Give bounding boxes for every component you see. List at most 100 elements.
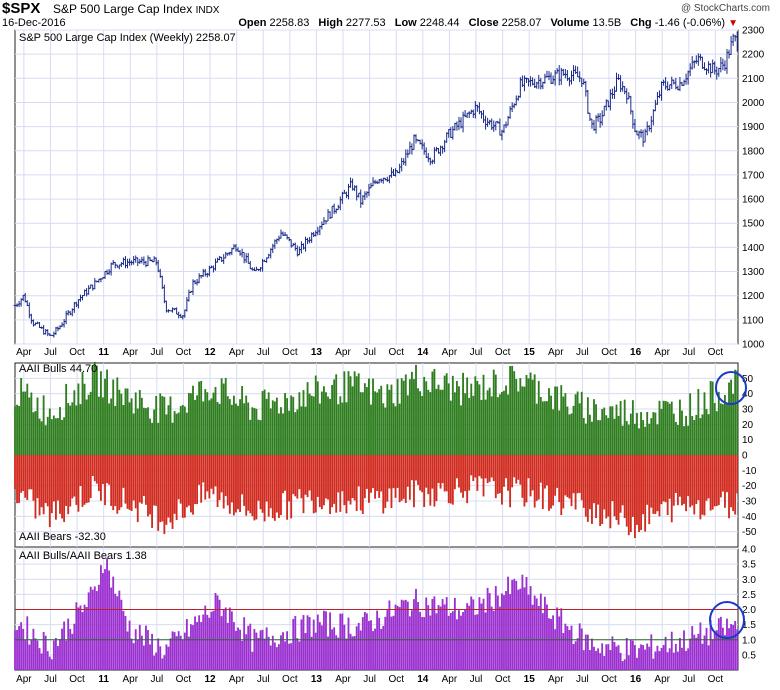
bulls-bar bbox=[294, 412, 297, 455]
bulls-bar bbox=[249, 419, 252, 455]
bears-bar bbox=[347, 455, 350, 501]
ratio-bar bbox=[576, 638, 579, 670]
bulls-bar bbox=[425, 381, 428, 455]
bears-bar bbox=[259, 455, 262, 510]
bears-bar bbox=[730, 455, 732, 508]
ratio-bar bbox=[541, 613, 544, 670]
ratio-bar bbox=[664, 636, 667, 670]
ratio-bar bbox=[106, 558, 108, 670]
ratio-bar bbox=[646, 643, 649, 670]
ratio-bar bbox=[709, 620, 712, 670]
bears-bar bbox=[603, 455, 606, 510]
ratio-bar bbox=[697, 633, 700, 670]
bulls-bar bbox=[312, 396, 315, 455]
bulls-bar bbox=[273, 401, 276, 455]
bears-bar bbox=[460, 455, 462, 493]
ratio-bar bbox=[543, 596, 546, 670]
ratio-bar bbox=[243, 617, 246, 670]
ratio-bar bbox=[91, 589, 94, 670]
ratio-bar bbox=[147, 630, 149, 670]
bears-bar bbox=[611, 455, 614, 502]
bulls-bar bbox=[263, 389, 266, 455]
bears-bar bbox=[138, 455, 141, 503]
bulls-bar bbox=[642, 420, 645, 455]
bears-bar bbox=[179, 455, 182, 504]
bears-bar bbox=[220, 455, 223, 493]
bulls-bar bbox=[339, 396, 342, 455]
bears-bar bbox=[100, 455, 102, 501]
bears-bar bbox=[145, 455, 147, 505]
ratio-bar bbox=[695, 637, 698, 670]
bears-bar bbox=[453, 455, 456, 490]
bulls-bar bbox=[674, 421, 677, 455]
bears-bar bbox=[441, 455, 444, 484]
bears-bar bbox=[721, 455, 724, 492]
x-tick-label: 13 bbox=[311, 674, 323, 685]
bears-bar bbox=[169, 455, 172, 523]
bears-bar bbox=[300, 455, 303, 499]
bears-bar bbox=[664, 455, 667, 503]
bears-bar bbox=[421, 455, 424, 493]
bulls-bar bbox=[396, 378, 399, 455]
bears-bar bbox=[445, 455, 448, 492]
bulls-bar bbox=[71, 402, 74, 455]
bulls-bar bbox=[707, 414, 710, 455]
bulls-bar bbox=[597, 420, 600, 455]
bulls-bar bbox=[136, 408, 139, 455]
bulls-bar bbox=[183, 406, 186, 455]
ratio-bar bbox=[625, 638, 628, 670]
x-tick-label: Apr bbox=[122, 347, 138, 358]
ratio-bar bbox=[187, 636, 190, 670]
ratio-bar bbox=[619, 652, 622, 670]
bears-bar bbox=[726, 455, 728, 493]
bears-bar bbox=[705, 455, 708, 501]
ratio-bar bbox=[396, 605, 399, 670]
bears-bar bbox=[519, 455, 522, 485]
ratio-bar bbox=[676, 651, 679, 670]
bears-bar bbox=[390, 455, 393, 509]
bears-bar bbox=[556, 455, 559, 488]
bears-bar bbox=[161, 455, 164, 522]
bears-bar bbox=[425, 455, 428, 488]
ratio-bar bbox=[341, 613, 344, 670]
ratio-bar bbox=[370, 620, 372, 670]
bears-bar bbox=[22, 455, 25, 492]
ratio-bar bbox=[63, 621, 66, 670]
bulls-bar bbox=[456, 380, 458, 455]
ratio-bar bbox=[20, 622, 23, 670]
bears-bar bbox=[525, 455, 528, 503]
x-tick-label: Jul bbox=[44, 347, 57, 358]
bulls-bar bbox=[394, 406, 397, 455]
bears-bar bbox=[210, 455, 213, 489]
ratio-bar bbox=[54, 638, 57, 670]
ratio-bar bbox=[198, 615, 201, 670]
bulls-bar bbox=[640, 412, 642, 455]
ratio-bar bbox=[488, 593, 491, 670]
bears-bar bbox=[349, 455, 352, 505]
bulls-bar bbox=[554, 386, 557, 455]
bears-bar bbox=[623, 455, 626, 519]
ratio-bar bbox=[306, 615, 309, 670]
ratio-bar bbox=[296, 638, 299, 670]
bulls-bar bbox=[296, 409, 299, 455]
bulls-bar bbox=[519, 378, 522, 455]
bulls-bar bbox=[576, 391, 579, 455]
ratio-y-tick-label: 1.0 bbox=[742, 635, 756, 646]
bears-bar bbox=[239, 455, 241, 512]
sentiment-panel: -50 -40 -30 -20 -10 0 10 20 30 40 50 AAII Bulls 44.… bbox=[14, 361, 757, 548]
price-y-tick-label: 1100 bbox=[742, 315, 764, 326]
ratio-bar bbox=[443, 604, 446, 670]
ratio-bar bbox=[73, 623, 76, 670]
bears-bar bbox=[320, 455, 323, 510]
bears-bar bbox=[175, 455, 178, 520]
ratio-bar bbox=[480, 603, 483, 670]
bears-bar bbox=[732, 455, 735, 512]
ratio-bar bbox=[703, 635, 706, 670]
ratio-bar bbox=[394, 604, 397, 670]
ratio-bar bbox=[586, 634, 589, 670]
bulls-bar bbox=[271, 400, 274, 455]
bulls-bar bbox=[543, 401, 546, 455]
bulls-bar bbox=[703, 392, 706, 455]
x-tick-label: Oct bbox=[708, 347, 724, 358]
bulls-bar bbox=[232, 395, 235, 455]
